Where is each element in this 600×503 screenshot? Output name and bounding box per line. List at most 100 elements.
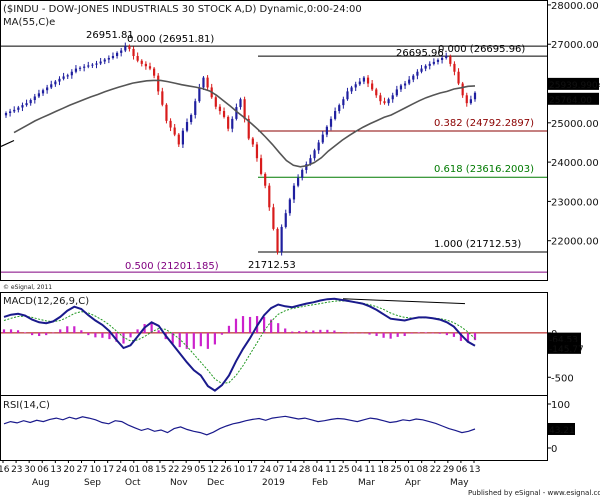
date-day-label: 07 [273,465,284,475]
macd-value-tag: -145.77 [549,345,584,355]
candle-body [354,84,357,88]
rsi-y-tick-label: 0 [551,444,557,455]
candle-body [416,71,419,76]
candle-body [292,185,296,200]
candle-body [50,84,53,88]
macd-histogram-bar [178,332,181,348]
candle-body [33,96,36,101]
candle-body [202,77,205,88]
macd-histogram-bar [206,332,209,349]
candle-body [465,95,468,104]
candle-body [74,68,78,72]
candle-body [111,56,115,58]
macd-histogram-bar [424,332,427,333]
macd-histogram-bar [94,332,97,338]
price-y-tick-label: 22000.00 [551,237,599,248]
fibonacci-level-label: 0.382 (24792.2897) [434,118,534,129]
date-month-label: Nov [170,478,188,488]
candle-body [62,76,65,79]
macd-histogram-bar [108,332,111,340]
candle-body [87,65,90,67]
macd-histogram-bar [9,329,13,333]
price-y-tick-label: 23000.00 [551,197,599,208]
macd-histogram-bar [396,332,399,337]
macd-histogram-bar [333,330,336,333]
macd-histogram-bar [241,316,245,333]
candle-body [239,99,242,108]
candle-body [136,56,139,61]
date-day-label: 24 [260,465,272,475]
price-y-tick-label: 25000.00 [551,119,599,130]
macd-histogram-bar [185,332,188,349]
date-month-label: Dec [207,478,224,488]
macd-histogram-bar [199,332,202,347]
candle-body [181,130,185,145]
date-month-label: May [450,478,469,488]
moving-average-label: MA(55,C)e [3,17,55,28]
macd-histogram-bar [115,332,118,342]
candle-body [54,81,57,85]
candle-body [408,79,411,84]
date-day-label: 25 [391,465,402,475]
macd-histogram-bar [452,332,456,337]
candle-body [280,226,283,253]
rsi-value-tag-box [547,422,575,435]
candle-body [453,63,456,72]
date-day-label: 29 [443,465,455,475]
candle-body [284,213,287,227]
esignal-watermark: © eSignal, 2011 [3,284,52,291]
date-day-label: 24 [116,465,128,475]
macd-histogram-bar [80,330,83,333]
date-day-label: 29 [181,465,193,475]
macd-layer [1,297,547,392]
candle-body [288,199,291,214]
macd-value-tag-box [547,341,581,354]
rsi-y-tick-label: 100 [551,400,570,411]
date-day-label: 01 [129,465,140,475]
rsi-panel-title: RSI(14,C) [3,400,50,411]
signal-value-tag-box [547,332,581,345]
date-day-label: 14 [286,465,298,475]
last-price-tag-box [547,92,599,105]
candle-body [395,89,398,96]
macd-line [3,297,476,392]
macd-histogram-bar [45,332,48,336]
date-day-label: 22 [430,465,441,475]
price-panel-frame [0,0,548,281]
date-month-label: 2019 [262,478,285,488]
macd-histogram-bar [284,328,287,333]
rsi-line [3,415,476,436]
macd-histogram-bar [171,332,174,344]
candle-body [21,105,24,108]
candle-body [399,85,403,90]
macd-histogram-bar [59,329,62,333]
ma-value-tag: 25939.9904 [549,81,600,91]
candle-body [222,111,226,117]
fibonacci-level-label: 0.618 (23616.2003) [434,164,534,175]
footer-credit: Published by eSignal - www.esignal.com [468,489,600,497]
candle-body [428,63,431,66]
candle-body [449,56,452,64]
last-price-tag: 25764.00 [549,96,592,106]
macd-panel-frame [0,292,548,396]
candle-body [391,95,394,100]
date-month-label: Sep [84,478,101,488]
candle-body [99,61,102,64]
candle-body [107,57,110,60]
macd-histogram-bar [234,318,238,333]
date-day-label: 13 [50,465,61,475]
candle-body [173,127,176,135]
fibonacci-layer: 0.000 (26951.81) 0.000 (26695.96) 0.382 (2… [1,34,547,273]
macd-histogram-bar [375,332,378,337]
candle-body [342,99,345,106]
candle-body [29,100,32,104]
candle-body [190,114,193,123]
candle-body [185,122,189,131]
macd-histogram-bar [101,332,104,338]
fibonacci-level-label: 0.000 (26951.81) [127,34,214,45]
date-day-label: 06 [456,465,468,475]
date-day-label: 26 [220,465,232,475]
macd-histogram-bar [291,331,294,333]
ma-left-stub [0,139,15,147]
